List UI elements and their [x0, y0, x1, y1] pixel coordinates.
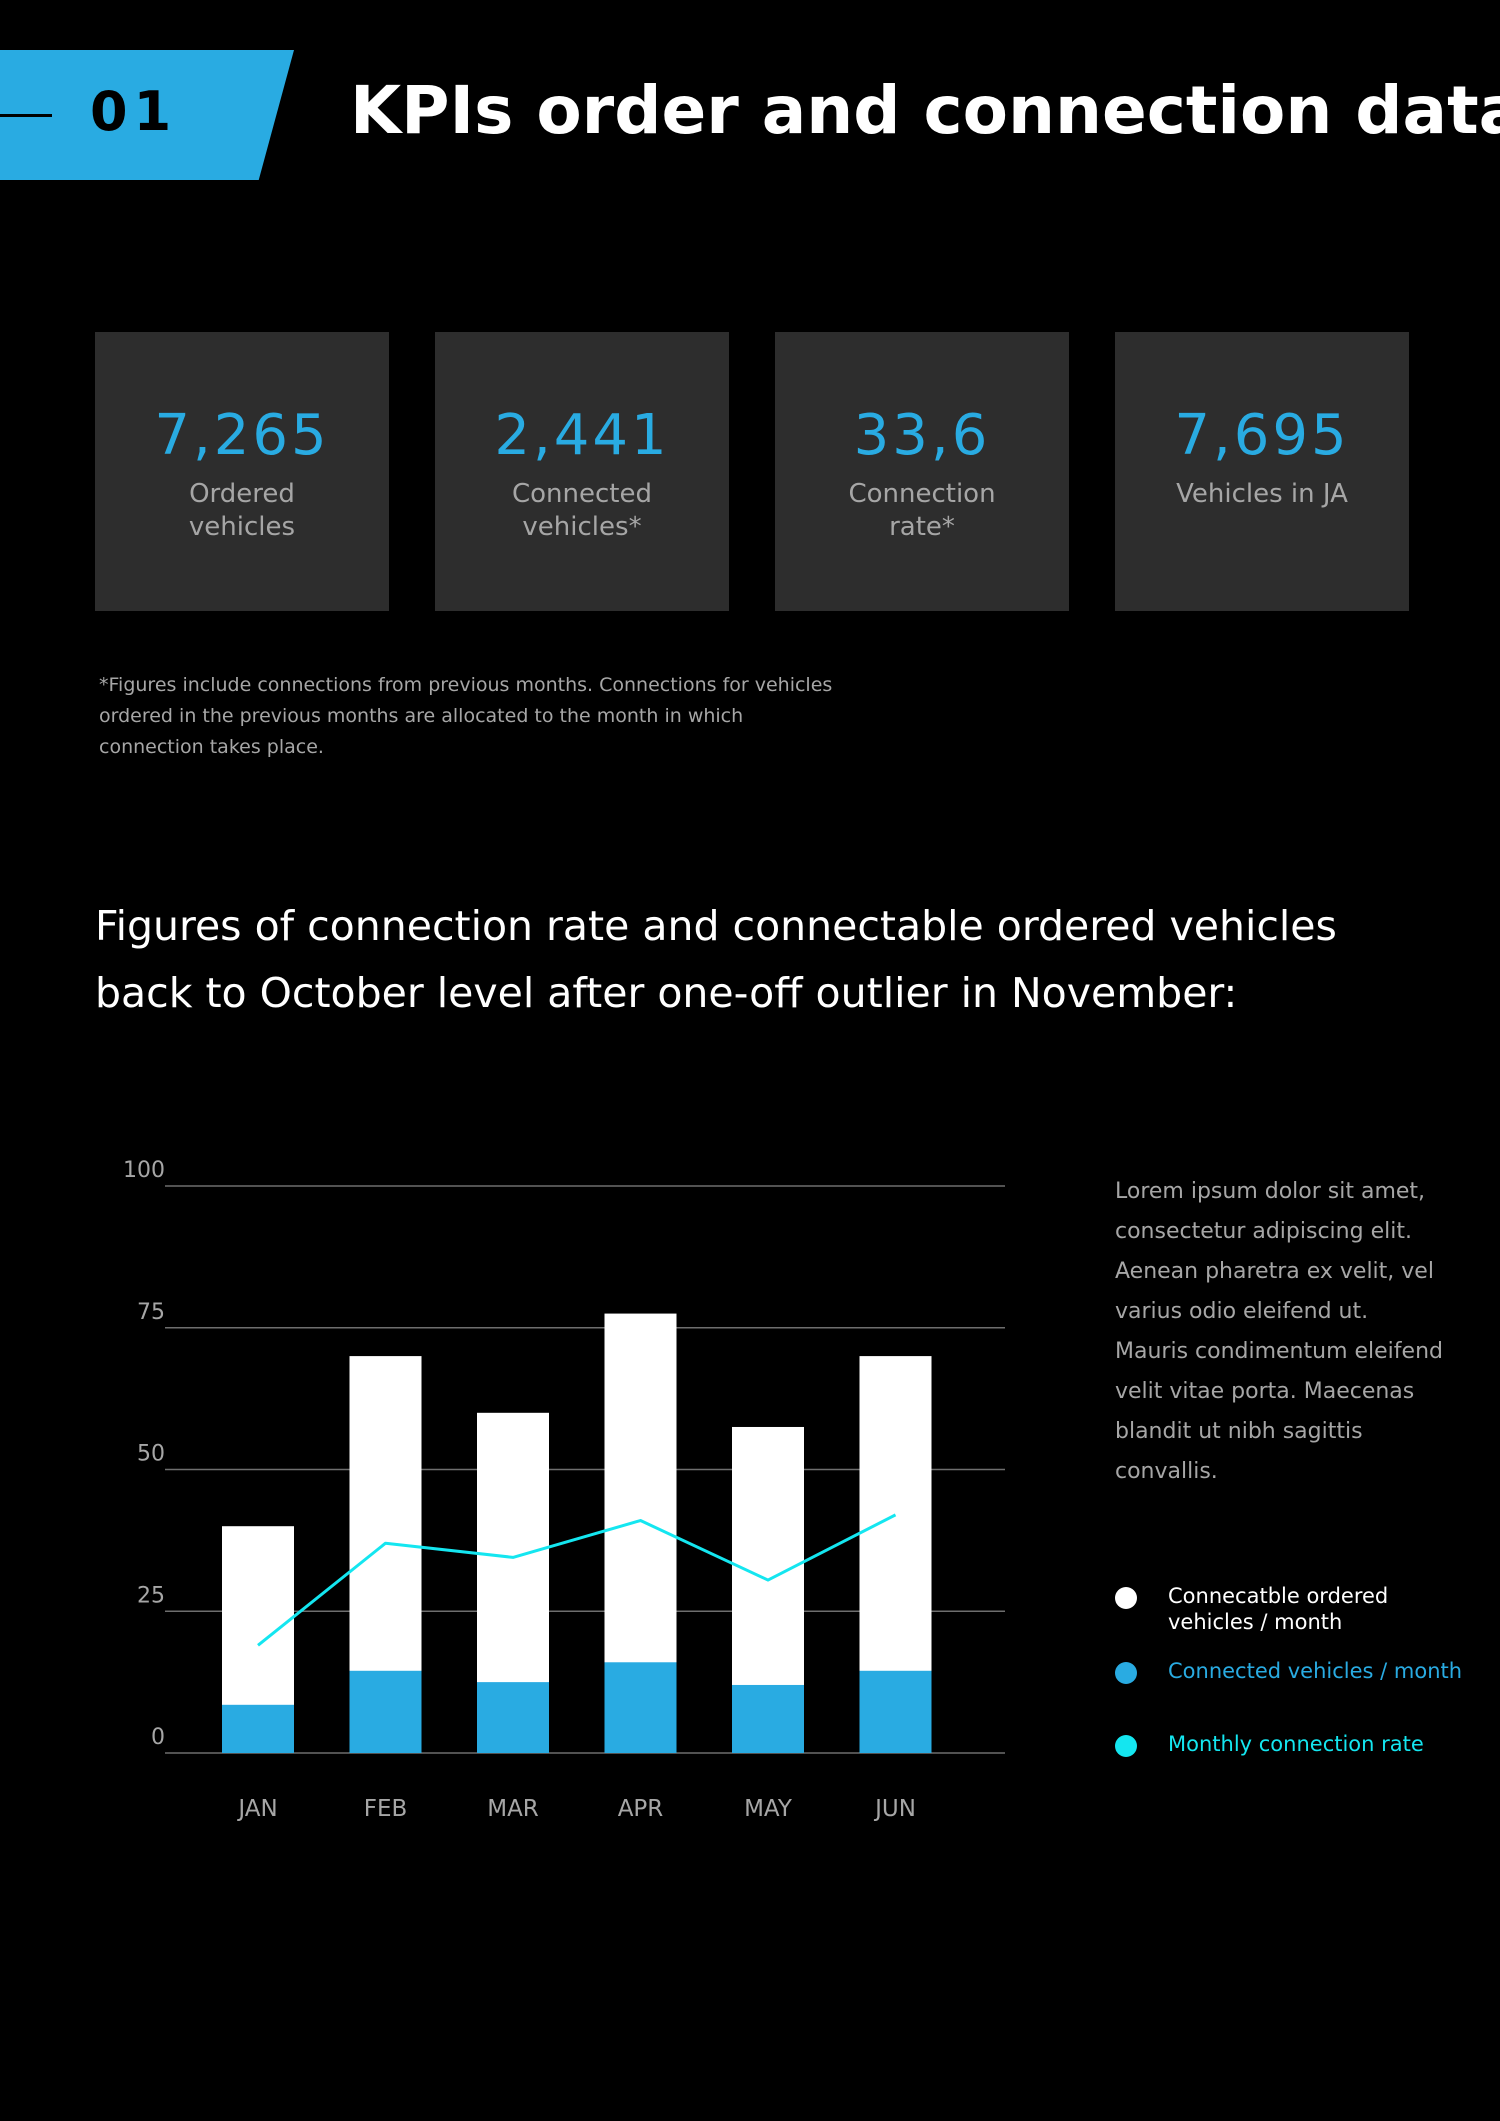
legend-dot-cyan — [1115, 1735, 1137, 1757]
kpi-card-ordered-vehicles: 7,265 Ordered vehicles — [95, 332, 389, 611]
chart-headline: Figures of connection rate and connectab… — [95, 902, 1337, 1017]
kpi-value: 7,695 — [1174, 403, 1350, 468]
connection-rate-line — [257, 1513, 897, 1647]
kpi-card-connection-rate: 33,6 Connection rate* — [775, 332, 1069, 611]
legend-label: Monthly connection rate — [1168, 1732, 1424, 1756]
footnote: *Figures include connections from previo… — [99, 674, 833, 758]
section-number: 01 — [90, 80, 178, 143]
bar-connected-vehicles — [604, 1662, 677, 1753]
x-tick-label: JAN — [236, 1796, 277, 1822]
y-tick-label: 100 — [123, 1158, 165, 1183]
bar-connected-vehicles — [859, 1670, 932, 1753]
y-tick-label: 75 — [137, 1300, 165, 1325]
section-tag-dash — [0, 114, 52, 117]
bar-connected-vehicles — [349, 1670, 422, 1753]
y-tick-label: 25 — [137, 1583, 165, 1608]
x-tick-label: MAR — [487, 1796, 539, 1822]
section-number-tag: 01 — [0, 50, 294, 180]
x-tick-label: FEB — [364, 1796, 408, 1822]
kpi-label: Vehicles in JA — [1176, 479, 1348, 509]
page-title: KPIs order and connection data — [350, 72, 1500, 149]
bar-connected-vehicles — [732, 1684, 804, 1753]
legend-label: Connecatble ordered vehicles / month — [1168, 1584, 1389, 1634]
x-tick-label: MAY — [744, 1796, 793, 1822]
kpi-card-vehicles-in-ja: 7,695 Vehicles in JA — [1115, 332, 1409, 611]
y-tick-label: 0 — [151, 1725, 165, 1750]
legend-dot-blue — [1115, 1662, 1137, 1684]
legend-dot-white — [1115, 1587, 1137, 1609]
kpi-label: Ordered vehicles — [188, 479, 296, 542]
kpi-value: 2,441 — [494, 403, 670, 468]
kpi-label: Connection rate* — [848, 479, 996, 542]
legend-label: Connected vehicles / month — [1168, 1659, 1463, 1683]
x-tick-label: APR — [618, 1796, 664, 1822]
chart-description: Lorem ipsum dolor sit amet, consectetur … — [1115, 1179, 1443, 1484]
bar-connected-vehicles — [222, 1704, 294, 1753]
x-tick-label: JUN — [873, 1796, 916, 1822]
kpi-label: Connected vehicles* — [511, 479, 652, 542]
kpi-value: 7,265 — [154, 403, 330, 468]
kpi-card-connected-vehicles: 2,441 Connected vehicles* — [435, 332, 729, 611]
kpi-value: 33,6 — [853, 403, 991, 468]
y-tick-label: 50 — [137, 1442, 165, 1467]
bar-connected-vehicles — [477, 1682, 549, 1753]
